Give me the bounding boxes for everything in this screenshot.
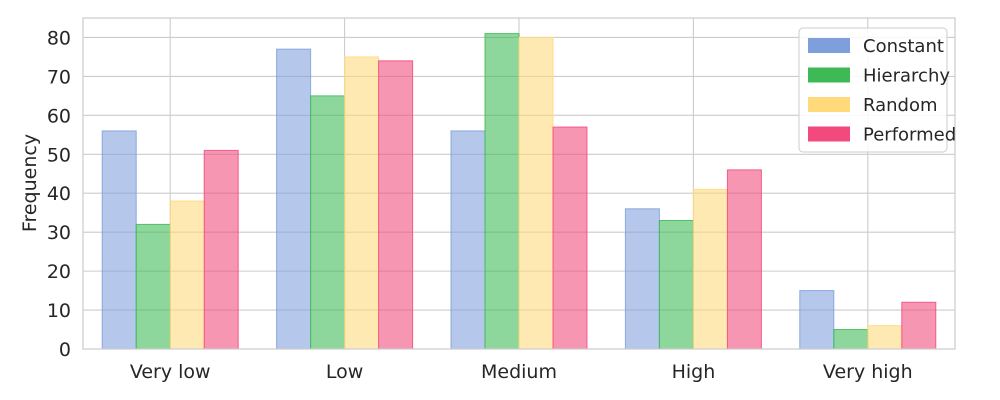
bar bbox=[203, 149, 239, 350]
y-tick-label: 80 bbox=[47, 27, 71, 49]
bar bbox=[310, 95, 346, 350]
y-tick-label: 60 bbox=[47, 105, 71, 127]
bar bbox=[450, 130, 486, 350]
legend: Constant Hierarchy Random Performed bbox=[798, 27, 956, 153]
legend-label: Performed bbox=[863, 125, 956, 146]
x-tick-labels: Very low Low Medium High Very high bbox=[130, 361, 913, 383]
bar bbox=[799, 290, 835, 350]
bar bbox=[726, 169, 762, 350]
y-tick-label: 20 bbox=[47, 261, 71, 283]
legend-swatch bbox=[808, 126, 850, 142]
bar bbox=[867, 325, 903, 350]
legend-swatch bbox=[808, 97, 850, 112]
bar bbox=[658, 219, 694, 350]
bar bbox=[344, 56, 380, 350]
bar bbox=[378, 60, 414, 350]
bar bbox=[169, 200, 205, 350]
bar bbox=[518, 36, 554, 350]
bar bbox=[135, 223, 171, 350]
bar bbox=[552, 126, 588, 350]
legend-label: Constant bbox=[863, 36, 944, 57]
y-tick-label: 0 bbox=[59, 339, 71, 361]
bar bbox=[692, 188, 728, 350]
y-tick-label: 30 bbox=[47, 222, 71, 244]
y-tick-label: 40 bbox=[47, 183, 71, 205]
x-tick-label: Medium bbox=[481, 361, 557, 383]
bars bbox=[101, 33, 937, 350]
y-tick-label: 70 bbox=[47, 66, 71, 88]
legend-label: Hierarchy bbox=[863, 66, 950, 87]
bar bbox=[624, 208, 660, 350]
x-tick-label: Very high bbox=[823, 361, 913, 383]
legend-box bbox=[798, 27, 948, 153]
bar bbox=[276, 48, 312, 350]
legend-swatch bbox=[808, 38, 850, 53]
x-tick-label: Very low bbox=[130, 361, 211, 383]
bar bbox=[484, 33, 520, 350]
y-axis-label: Frequency bbox=[19, 134, 41, 232]
x-tick-label: Low bbox=[326, 361, 363, 383]
bar bbox=[901, 301, 937, 350]
x-tick-label: High bbox=[672, 361, 716, 383]
y-tick-label: 50 bbox=[47, 144, 71, 166]
bar bbox=[833, 329, 869, 350]
bar bbox=[101, 130, 137, 350]
y-tick-labels: 0 10 20 30 40 50 60 70 80 bbox=[47, 27, 71, 361]
plot-frame bbox=[82, 17, 956, 350]
legend-swatch bbox=[808, 67, 850, 83]
legend-label: Random bbox=[863, 95, 938, 116]
y-tick-label: 10 bbox=[47, 300, 71, 322]
